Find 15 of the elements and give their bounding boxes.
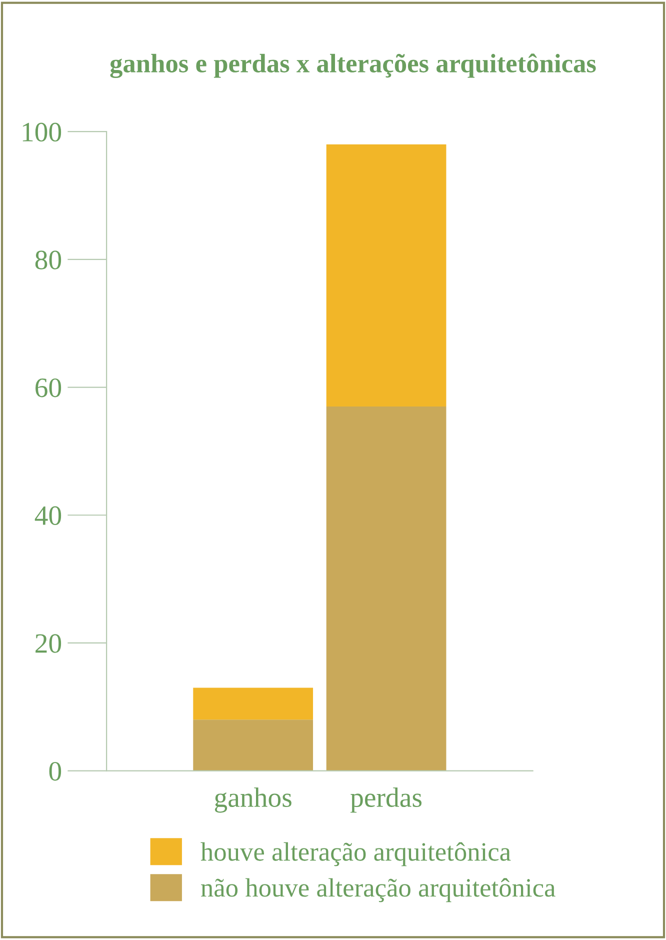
legend-label: houve alteração arquitetônica — [200, 842, 511, 866]
y-tick-label: 100 — [22, 122, 62, 142]
bar — [193, 720, 314, 771]
x-tick-label: ganhos — [214, 787, 292, 813]
legend-label: não houve alteração arquitetônica — [201, 878, 556, 902]
y-tick-label: 80 — [35, 250, 62, 270]
chart-title: ganhos e perdas x alterações arquitetônicas — [110, 54, 596, 78]
y-tick-label: 0 — [49, 762, 62, 781]
x-tick-label: perdas — [350, 787, 422, 813]
y-tick-label: 60 — [36, 378, 62, 398]
bar — [193, 688, 314, 720]
y-tick-label: 20 — [36, 634, 62, 653]
bar — [326, 406, 446, 771]
bar — [326, 144, 446, 406]
y-tick-label: 40 — [34, 506, 62, 526]
